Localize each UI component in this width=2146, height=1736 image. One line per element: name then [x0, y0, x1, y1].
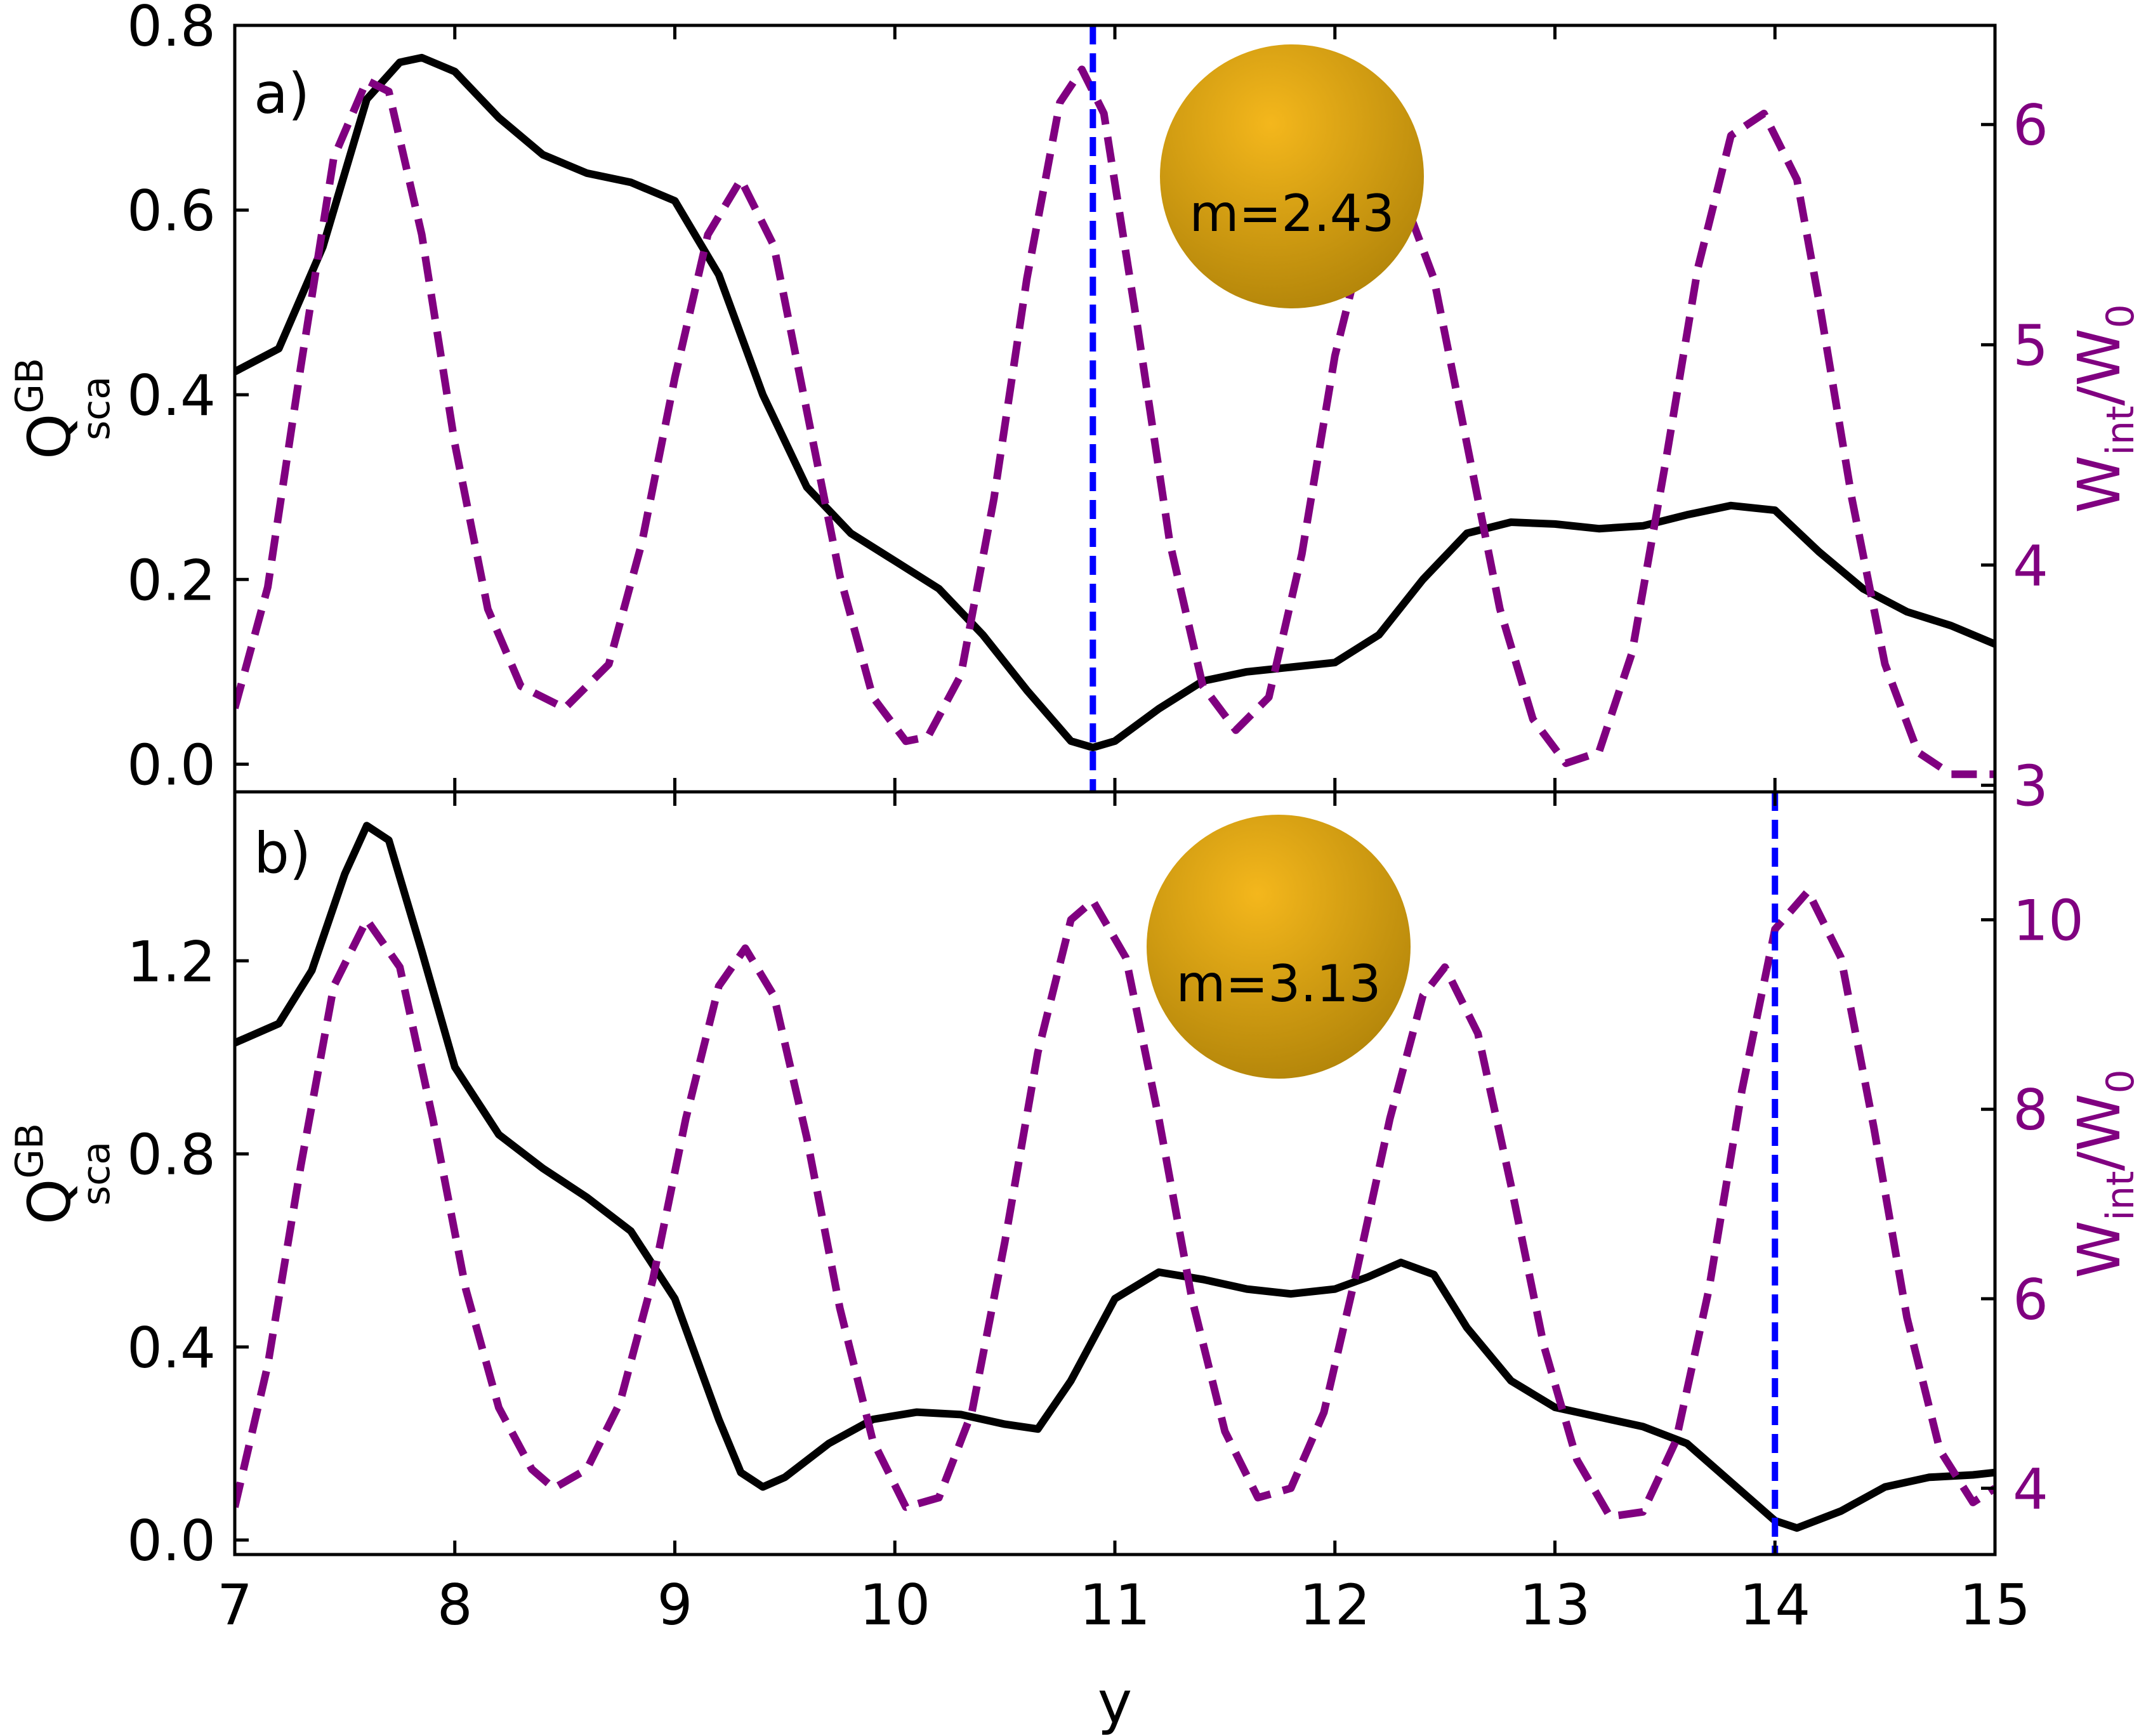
- right-tick-label: 3: [2013, 754, 2048, 819]
- q-sca-series-line: [235, 822, 1995, 1532]
- sphere-a-icon: [1160, 44, 1424, 308]
- panel-a: 0.0 0.2 0.4 0.6 0.8 3 4 5 6 a) m=2.43 QGB sca Win…: [8, 0, 2143, 819]
- sphere-a: m=2.43: [1160, 44, 1424, 308]
- left-tick-label: 1.2: [127, 929, 216, 994]
- left-tick-label: 0.2: [127, 548, 216, 613]
- right-tick-label: 5: [2013, 313, 2048, 378]
- right-tick-label: 10: [2013, 888, 2084, 954]
- x-tick-label: 14: [1739, 1572, 1810, 1638]
- right-tick-label: 6: [2013, 1267, 2048, 1332]
- left-tick-label: 0.8: [127, 1122, 216, 1188]
- x-tick-label: 13: [1520, 1572, 1591, 1638]
- sphere-b-label: m=3.13: [1176, 954, 1381, 1013]
- left-tick-label: 0.6: [127, 178, 216, 244]
- panel-b-ticks: 7 8 9 10 11 12 13 14 15 0.0 0.4 0.8 1.2 4 6 8 10: [127, 792, 2084, 1638]
- x-axis-title: y: [1098, 1669, 1132, 1736]
- right-tick-label: 8: [2013, 1077, 2048, 1143]
- sphere-a-label: m=2.43: [1189, 184, 1394, 243]
- panel-b-label: b): [254, 820, 311, 886]
- left-tick-label: 0.0: [127, 1508, 216, 1574]
- left-tick-label: 0.4: [127, 363, 216, 428]
- sphere-b-icon: [1147, 815, 1411, 1079]
- right-tick-label: 6: [2013, 93, 2048, 158]
- x-tick-label: 15: [1959, 1572, 2031, 1638]
- panel-b: 7 8 9 10 11 12 13 14 15 0.0 0.4 0.8 1.2 4 6 8 10 b) m=3.…: [8, 790, 2143, 1638]
- panel-b-plot: [235, 792, 1995, 1555]
- sphere-b: m=3.13: [1147, 815, 1411, 1079]
- q-sca-series-line: [235, 53, 1995, 752]
- w-int-series-line: [235, 887, 1995, 1521]
- left-tick-label: 0.4: [127, 1315, 216, 1381]
- right-tick-label: 4: [2013, 533, 2048, 598]
- x-tick-label: 10: [859, 1572, 930, 1638]
- panel-a-right-axis-title: Wint/W0: [2065, 304, 2143, 513]
- panel-b-left-axis-title: QGB sca: [8, 1123, 119, 1225]
- left-tick-label: 0.0: [127, 732, 216, 798]
- panel-a-label: a): [254, 61, 310, 126]
- panel-b-right-axis-title: Wint/W0: [2065, 1069, 2143, 1278]
- panel-a-ticks: 0.0 0.2 0.4 0.6 0.8 3 4 5 6: [127, 0, 2048, 819]
- panel-b-frame: [233, 790, 1997, 1556]
- panel-a-plot: [235, 25, 1995, 792]
- panel-a-left-axis-title: QGB sca: [8, 358, 119, 459]
- x-tick-label: 7: [217, 1572, 253, 1638]
- x-tick-label: 8: [437, 1572, 473, 1638]
- x-tick-label: 12: [1300, 1572, 1371, 1638]
- right-tick-label: 4: [2013, 1456, 2048, 1522]
- left-tick-label: 0.8: [127, 0, 216, 59]
- w-int-series-line: [235, 65, 1995, 779]
- x-tick-label: 11: [1079, 1572, 1150, 1638]
- x-tick-label: 9: [657, 1572, 693, 1638]
